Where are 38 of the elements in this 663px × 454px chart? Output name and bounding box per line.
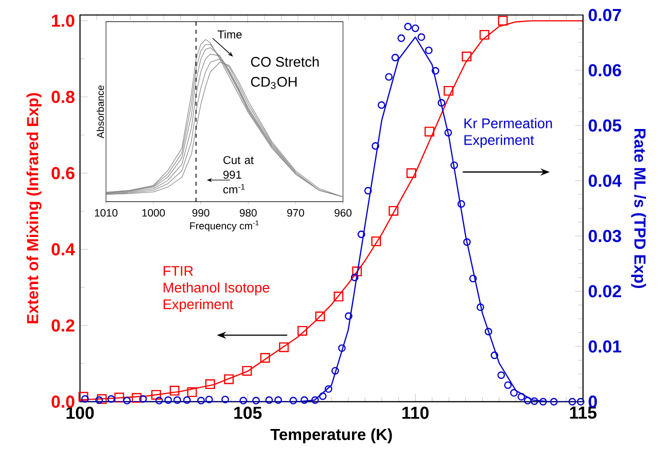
y2-tick-label: 0.04 [588, 174, 622, 187]
annotation: CO Stretch [251, 56, 319, 67]
y2-tick-label: 0.02 [588, 285, 622, 298]
x-tick-label: 970 [287, 209, 304, 217]
x-tick-label: 110 [402, 406, 429, 419]
y-tick-label: 1.0 [52, 14, 74, 27]
annotation: Experiment [164, 298, 234, 312]
y2-tick-label: 0 [588, 396, 597, 408]
ref-line-label: Cut at 991 cm$^{-1}$ [223, 156, 254, 194]
y2-tick-label: 0.05 [588, 119, 622, 132]
annotation: FTIR [164, 266, 193, 276]
y-tick-label: 0.0 [52, 396, 74, 408]
annotation: CD$_{3}$OH [251, 76, 297, 89]
annotation: Experiment [464, 134, 534, 148]
annotation: Time [218, 30, 242, 38]
y-tick-label: 0.6 [52, 166, 74, 180]
y-axis-title: Extent of Mixing (Infrared Exp) [26, 93, 42, 324]
x-axis-title: Temperature (K) [270, 428, 392, 444]
y2-axis-title: Rate ML /s (TPD Exp) [631, 128, 646, 288]
y-tick-label: 0.8 [52, 90, 75, 104]
annotation: Kr Permeation [464, 118, 552, 128]
x-tick-label: 100 [66, 406, 94, 419]
y2-tick-label: 0.07 [588, 8, 621, 22]
x-tick-label: 990 [192, 209, 210, 217]
x-tick-label: 1000 [142, 209, 165, 217]
x-tick-label: 1010 [94, 209, 118, 217]
x-tick-label: 980 [240, 209, 257, 217]
y2-tick-label: 0.06 [588, 64, 622, 76]
y-tick-label: 0.4 [52, 243, 75, 256]
x-tick-label: 115 [570, 406, 597, 419]
y2-tick-label: 0.01 [588, 340, 622, 353]
x-tick-label: 960 [334, 209, 352, 217]
annotation: Methanol Isotope [164, 282, 270, 296]
x-axis-title: Frequency cm$^{-1}$ [190, 220, 259, 232]
y2-tick-label: 0.03 [588, 230, 622, 242]
y-axis-title: Absorbance [96, 85, 104, 138]
x-tick-label: 105 [234, 406, 262, 419]
y-tick-label: 0.2 [52, 319, 74, 332]
